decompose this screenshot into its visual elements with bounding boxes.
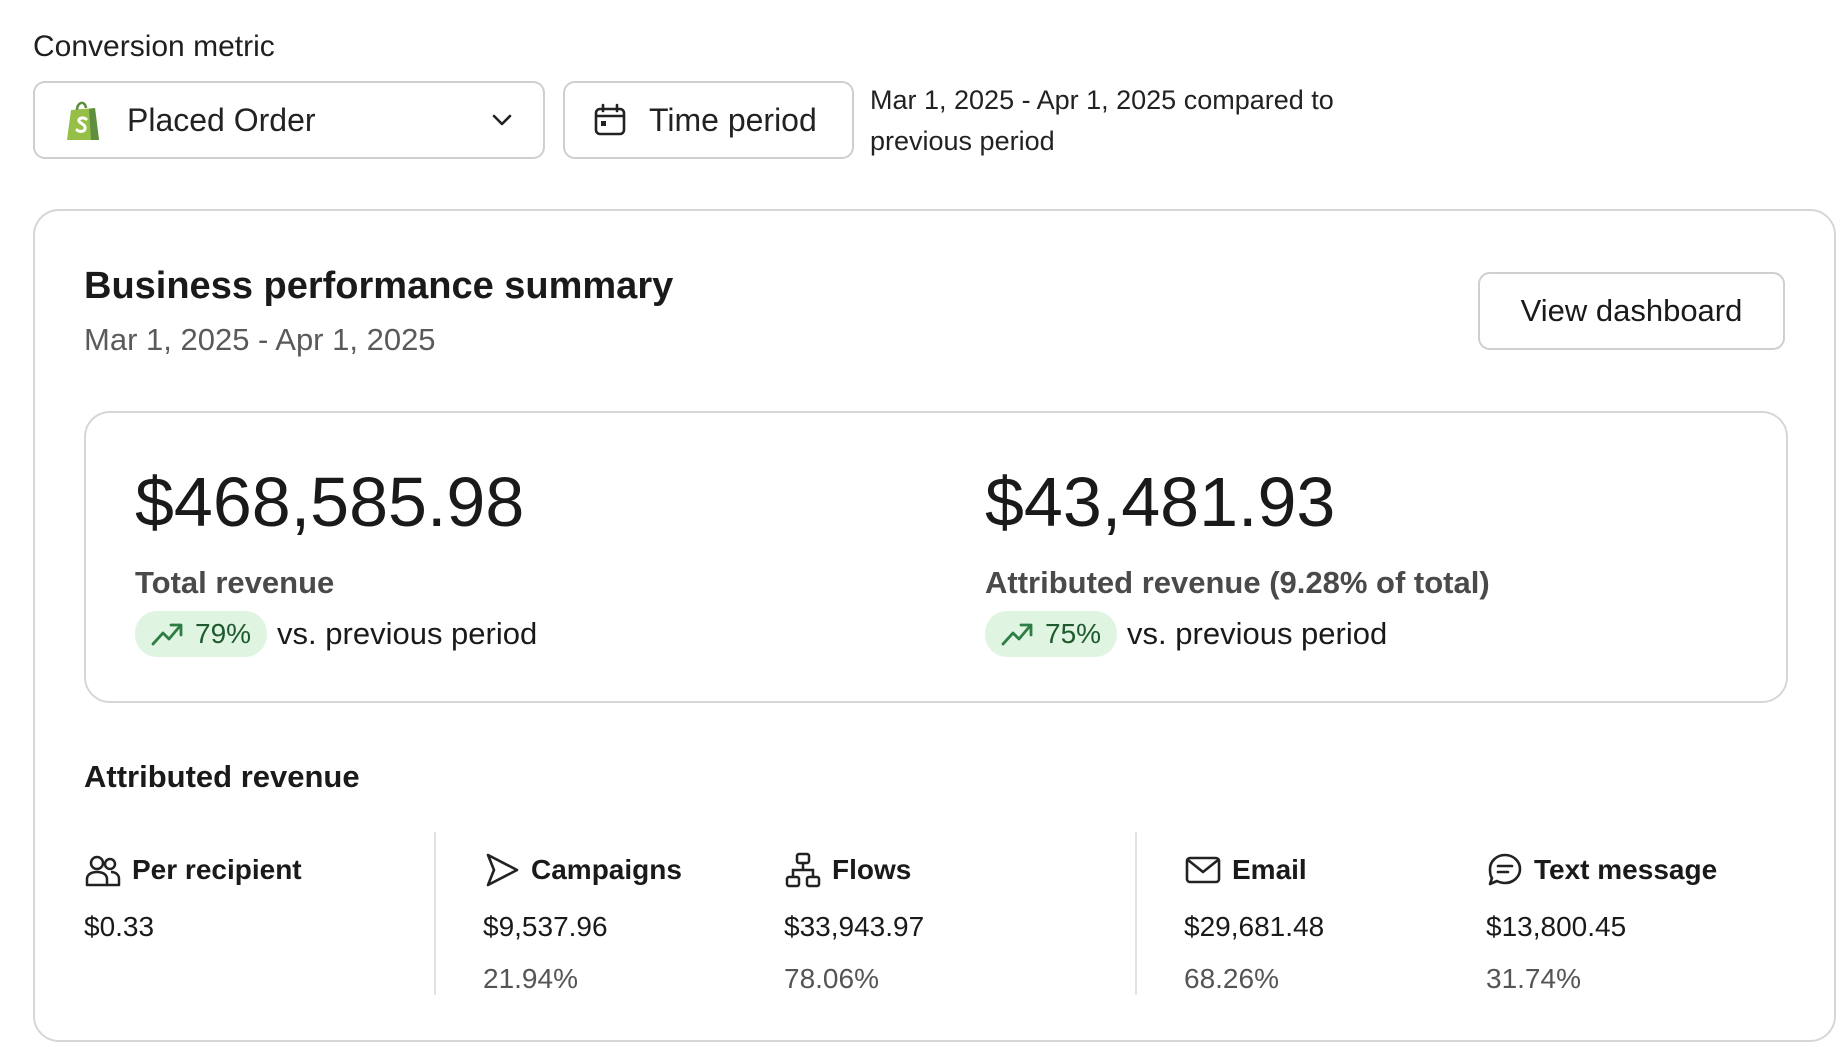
text-message-label: Text message <box>1534 854 1718 885</box>
revenue-summary-box: $468,585.98 Total revenue 79% vs. previo… <box>84 411 1788 703</box>
total-revenue-stat: $468,585.98 Total revenue 79% vs. previo… <box>135 467 537 657</box>
chat-icon <box>1488 853 1522 886</box>
per-recipient-column: Per recipient $0.33 <box>84 851 302 943</box>
shopify-bag-icon <box>67 101 99 140</box>
flows-percent: 78.06% <box>784 963 879 994</box>
flow-icon <box>785 852 821 888</box>
view-dashboard-button[interactable]: View dashboard <box>1478 272 1785 350</box>
campaigns-percent: 21.94% <box>483 963 578 994</box>
email-column: Email $29,681.48 68.26% <box>1184 851 1324 995</box>
trend-up-icon <box>1001 623 1033 646</box>
total-revenue-vs-label: vs. previous period <box>277 616 538 651</box>
users-icon <box>85 855 121 887</box>
campaigns-column: Campaigns $9,537.96 21.94% <box>483 851 682 995</box>
email-label: Email <box>1232 854 1307 885</box>
time-period-button[interactable]: Time period <box>563 81 854 159</box>
attributed-revenue-label: Attributed revenue (9.28% of total) <box>985 565 1490 600</box>
trend-up-icon <box>151 623 183 646</box>
mail-icon <box>1185 856 1221 884</box>
attributed-revenue-change-value: 75% <box>1045 618 1102 649</box>
per-recipient-label: Per recipient <box>132 854 302 885</box>
calendar-icon <box>594 103 626 136</box>
campaigns-value: $9,537.96 <box>483 911 608 942</box>
conversion-metric-select[interactable]: Placed Order <box>33 81 545 159</box>
card-date-range: Mar 1, 2025 - Apr 1, 2025 <box>84 322 436 357</box>
chevron-down-icon <box>492 114 512 126</box>
text-message-percent: 31.74% <box>1486 963 1581 994</box>
conversion-metric-label: Conversion metric <box>33 30 275 63</box>
flows-column: Flows $33,943.97 78.06% <box>784 851 924 995</box>
attributed-revenue-value: $43,481.93 <box>985 463 1336 541</box>
time-period-label: Time period <box>649 101 817 138</box>
send-icon <box>486 853 519 887</box>
total-revenue-value: $468,585.98 <box>135 463 525 541</box>
per-recipient-value: $0.33 <box>84 911 155 942</box>
card-title: Business performance summary <box>84 265 674 307</box>
total-revenue-label: Total revenue <box>135 565 335 600</box>
conversion-metric-value: Placed Order <box>127 101 316 138</box>
campaigns-label: Campaigns <box>531 854 682 885</box>
attributed-revenue-vs-label: vs. previous period <box>1127 616 1388 651</box>
column-divider <box>1135 832 1137 995</box>
flows-label: Flows <box>832 854 912 885</box>
column-divider <box>434 832 436 995</box>
flows-value: $33,943.97 <box>784 911 925 942</box>
total-revenue-change-badge: 79% <box>135 611 268 657</box>
business-performance-card: Business performance summary Mar 1, 2025… <box>33 209 1836 1042</box>
total-revenue-change-value: 79% <box>195 618 252 649</box>
email-percent: 68.26% <box>1184 963 1279 994</box>
text-message-value: $13,800.45 <box>1486 911 1627 942</box>
attributed-revenue-stat: $43,481.93 Attributed revenue (9.28% of … <box>985 467 1490 657</box>
email-value: $29,681.48 <box>1184 911 1325 942</box>
comparison-range-text: Mar 1, 2025 - Apr 1, 2025 compared to pr… <box>870 85 1334 156</box>
attributed-revenue-change-badge: 75% <box>985 611 1118 657</box>
attributed-revenue-heading: Attributed revenue <box>84 759 360 794</box>
text-message-column: Text message $13,800.45 31.74% <box>1486 851 1717 995</box>
